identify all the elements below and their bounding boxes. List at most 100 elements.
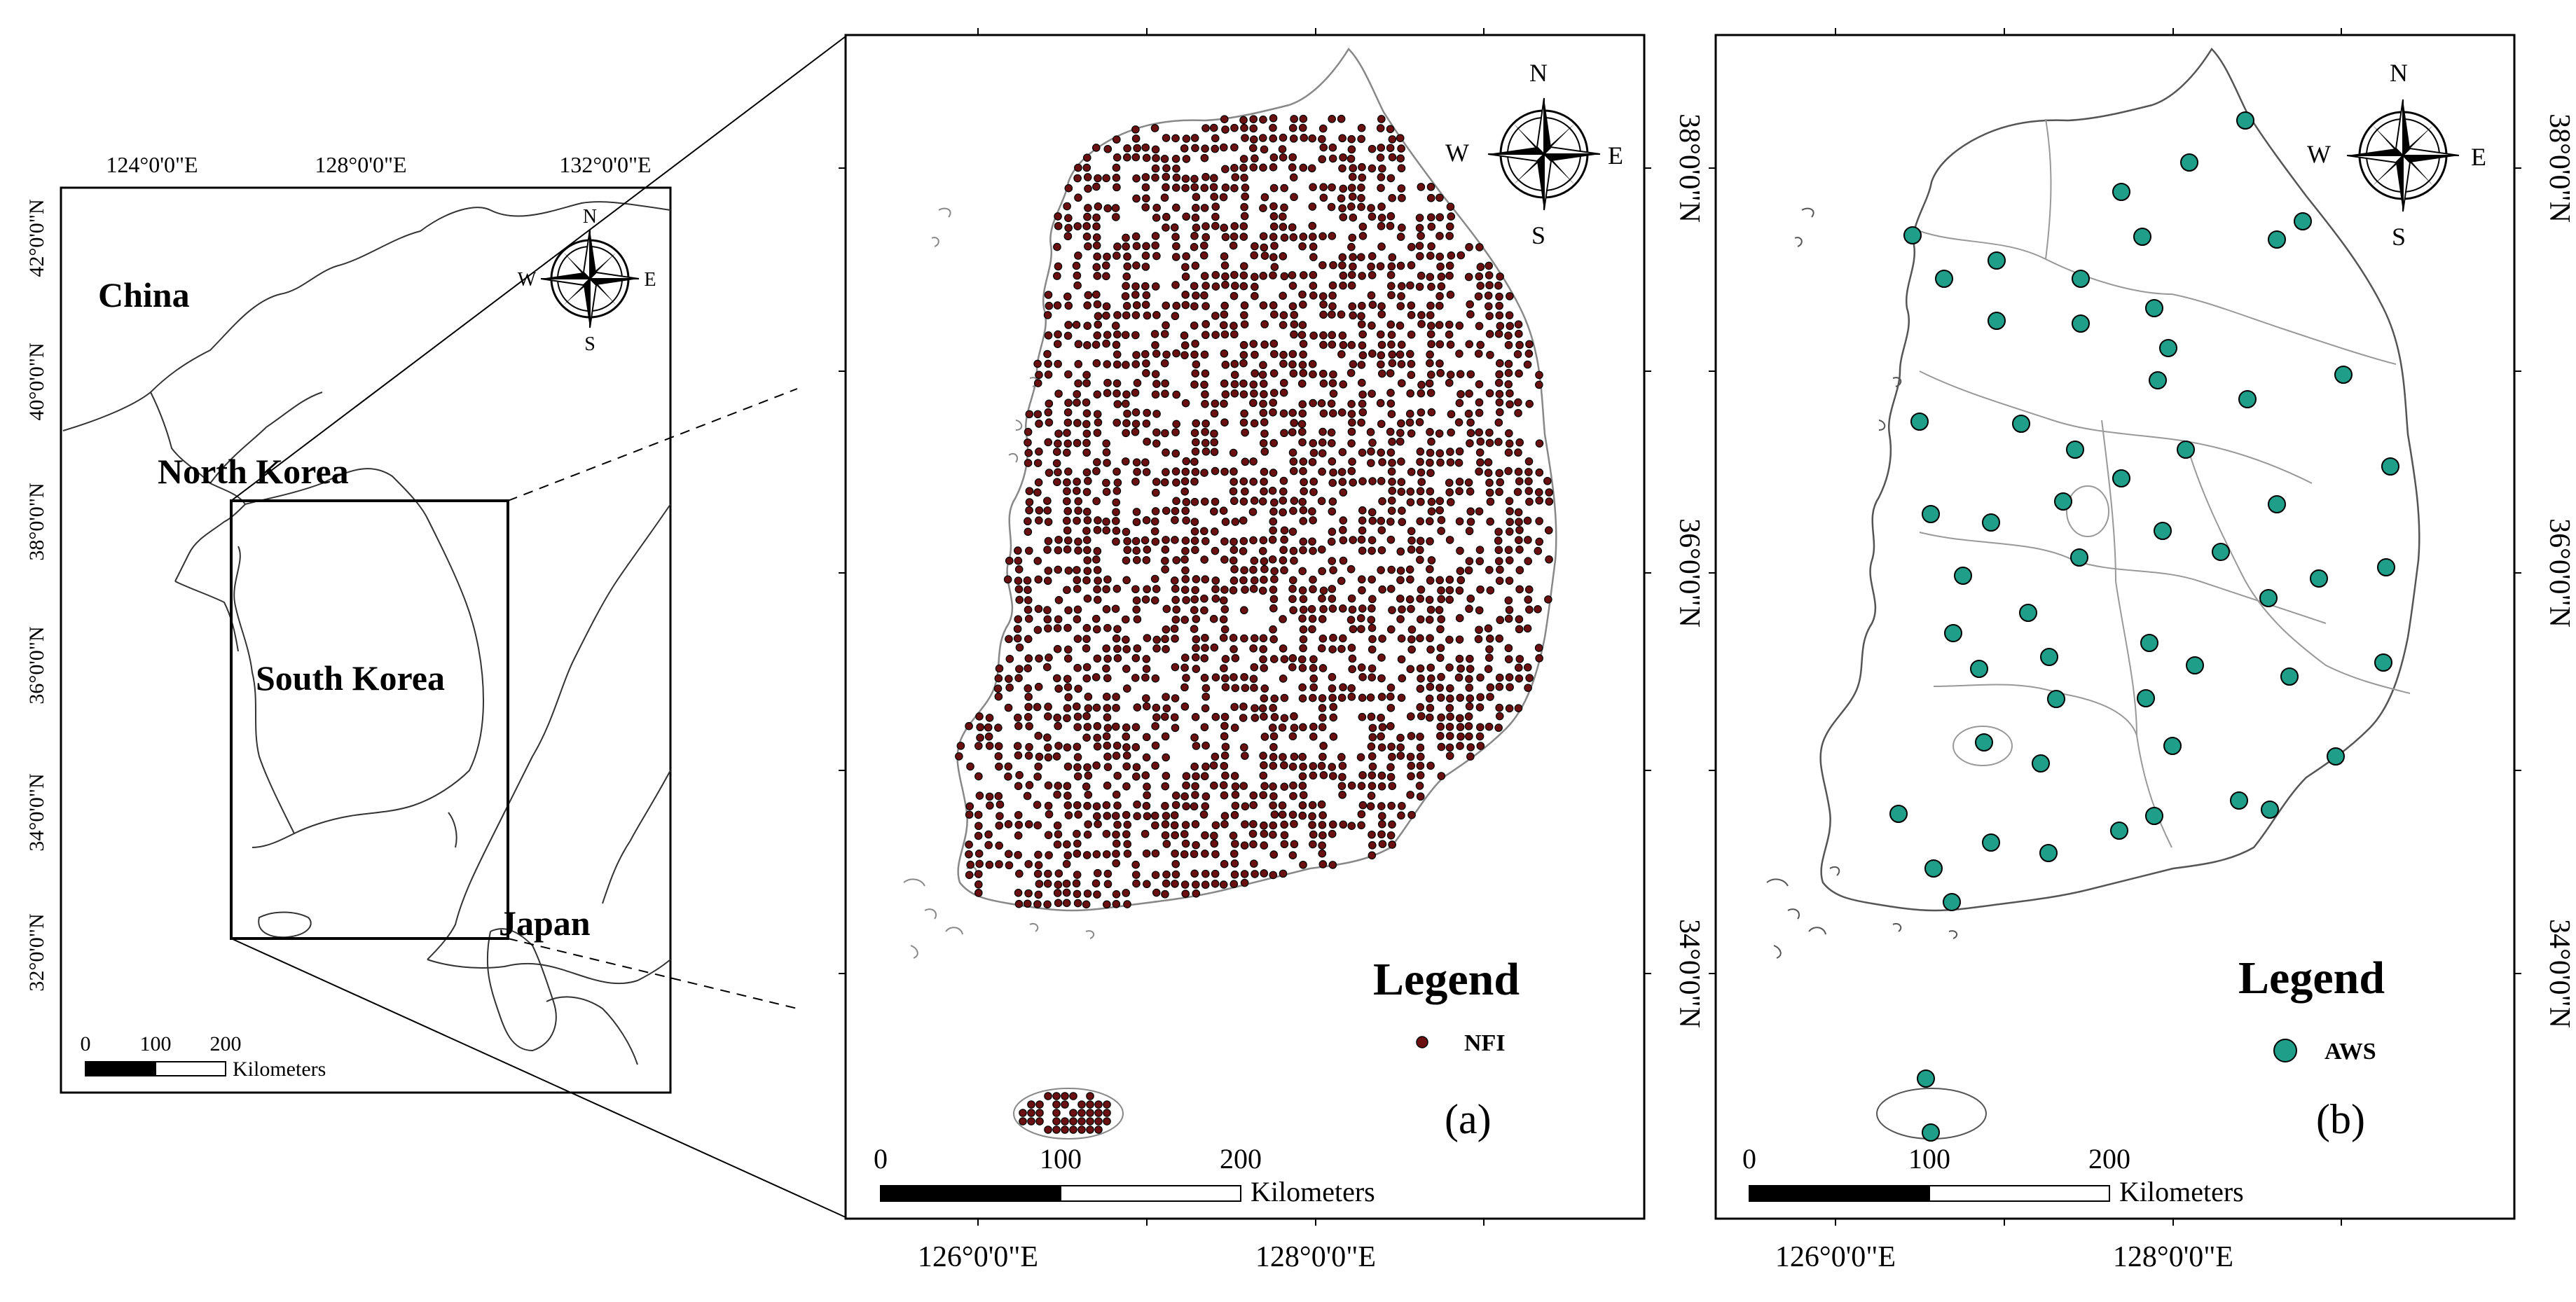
nfi-point xyxy=(1053,790,1061,799)
nfi-point xyxy=(984,830,993,839)
nfi-point xyxy=(1288,428,1297,436)
nfi-point xyxy=(1260,684,1269,693)
nfi-point xyxy=(1209,183,1218,191)
nfi-point xyxy=(1122,311,1131,320)
nfi-point xyxy=(1230,321,1238,331)
aws-point xyxy=(2268,495,2286,513)
nfi-point xyxy=(995,841,1003,850)
nfi-point xyxy=(1298,683,1307,692)
nfi-point xyxy=(1052,459,1061,468)
nfi-point xyxy=(1044,518,1053,526)
nfi-point xyxy=(1535,439,1544,448)
nfi-point xyxy=(1485,478,1494,487)
nfi-point xyxy=(1329,566,1337,574)
nfi-point xyxy=(1377,526,1386,534)
nfi-point xyxy=(1357,194,1365,202)
nfi-point xyxy=(974,889,983,897)
nfi-point xyxy=(1133,615,1142,624)
nfi-point xyxy=(1466,429,1475,438)
overview-lon-label: 124°0'0"E xyxy=(106,152,198,177)
nfi-point xyxy=(1269,821,1278,830)
nfi-point xyxy=(1445,635,1454,644)
nfi-point xyxy=(1407,645,1416,654)
nfi-point xyxy=(1190,477,1199,486)
nfi-point xyxy=(1475,398,1484,407)
aws-point xyxy=(2054,492,2072,511)
aws-point xyxy=(2294,212,2312,230)
nfi-point xyxy=(1504,359,1513,368)
nfi-point xyxy=(1219,781,1228,789)
nfi-point xyxy=(1417,380,1426,389)
nfi-point xyxy=(1063,840,1071,849)
nfi-point xyxy=(1005,635,1013,644)
nfi-point xyxy=(1435,292,1444,300)
nfi-point xyxy=(1024,664,1033,672)
nfi-point xyxy=(1102,174,1110,183)
nfi-point xyxy=(1230,478,1238,486)
nfi-point xyxy=(1122,153,1131,162)
nfi-point xyxy=(1161,379,1169,388)
nfi-point xyxy=(1073,723,1082,731)
nfi-point xyxy=(1495,301,1503,310)
nfi-point xyxy=(1249,478,1258,486)
nfi-point xyxy=(1201,172,1210,181)
nfi-point xyxy=(1082,409,1091,417)
nfi-point xyxy=(1523,516,1532,525)
nfi-point xyxy=(1280,820,1288,829)
nfi-point xyxy=(1494,378,1503,387)
nfi-point xyxy=(1013,742,1022,750)
nfi-point xyxy=(1358,526,1367,535)
nfi-point xyxy=(1346,565,1356,574)
nfi-point xyxy=(1249,565,1258,574)
nfi-point xyxy=(1142,153,1151,162)
nfi-point xyxy=(1102,478,1110,487)
nfi-point xyxy=(1063,408,1073,417)
nfi-point xyxy=(1474,635,1483,644)
nfi-point xyxy=(1406,389,1414,398)
nfi-point xyxy=(1396,261,1405,270)
nfi-point xyxy=(1250,497,1259,505)
nfi-point xyxy=(1505,429,1513,438)
nfi-point xyxy=(1337,753,1346,761)
nfi-point xyxy=(1318,292,1328,300)
nfi-point xyxy=(1121,331,1130,340)
nfi-point xyxy=(1465,732,1473,741)
nfi-point xyxy=(1386,399,1396,408)
nfi-point xyxy=(1298,438,1307,447)
overview-coastlines xyxy=(62,201,671,1065)
nfi-point xyxy=(1083,723,1092,731)
nfi-point xyxy=(1151,341,1159,349)
nfi-point xyxy=(1229,633,1238,642)
nfi-point xyxy=(1407,536,1416,545)
nfi-point xyxy=(1525,674,1534,682)
nfi-point xyxy=(1269,526,1277,535)
nfi-point xyxy=(1230,389,1239,398)
nfi-point xyxy=(1318,704,1327,712)
nfi-point xyxy=(1102,518,1110,526)
nfi-point xyxy=(1387,282,1396,291)
nfi-point xyxy=(1377,302,1386,311)
nfi-point xyxy=(1023,576,1032,585)
nfi-point xyxy=(1280,535,1288,544)
nfi-point xyxy=(1426,576,1435,585)
nfi-point xyxy=(1161,635,1169,644)
nfi-point xyxy=(1221,233,1230,242)
nfi-point xyxy=(1299,466,1307,476)
nfi-point xyxy=(1299,163,1308,172)
nfi-point xyxy=(1024,859,1033,868)
nfi-point xyxy=(1376,153,1385,162)
nfi-point xyxy=(1339,213,1348,221)
nfi-point xyxy=(1069,1117,1077,1126)
nfi-point xyxy=(1220,761,1229,770)
nfi-point xyxy=(1160,712,1169,721)
nfi-point xyxy=(1279,378,1288,387)
nfi-point xyxy=(1160,359,1169,368)
nfi-point xyxy=(1415,282,1424,291)
nfi-point xyxy=(1182,457,1191,466)
nfi-point xyxy=(1377,802,1386,810)
nfi-point xyxy=(1084,184,1092,193)
nfi-point xyxy=(1024,752,1033,760)
nfi-point xyxy=(1034,850,1042,859)
nfi-point xyxy=(1299,644,1307,653)
nfi-point xyxy=(1347,134,1356,144)
